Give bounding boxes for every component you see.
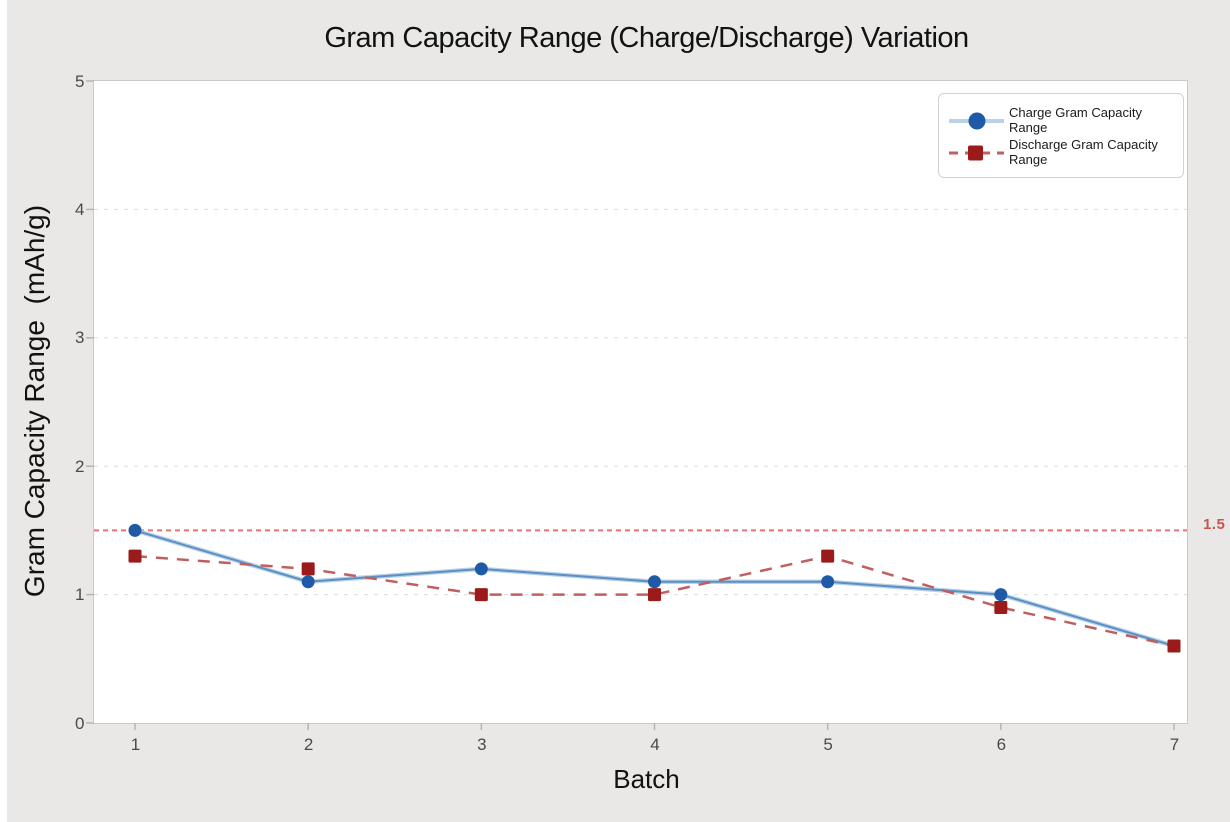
y-tick-label: 4 (75, 199, 85, 219)
x-tick-label: 6 (996, 734, 1007, 754)
screenshot-edge-strip (0, 0, 7, 822)
charge-series-marker-icon (949, 112, 1004, 130)
chart-container: Gram Capacity Range (Charge/Discharge) V… (7, 0, 1230, 822)
y-tick-label: 2 (75, 456, 85, 476)
y-tick-label: 0 (75, 713, 85, 733)
plot-area (86, 80, 1188, 730)
x-tick-label: 5 (823, 734, 833, 754)
legend-item-discharge: Discharge Gram Capacity Range (947, 137, 1173, 167)
legend-label-charge: Charge Gram Capacity Range (1009, 105, 1142, 135)
y-tick-label: 1 (75, 585, 85, 605)
y-tick-label: 5 (75, 71, 85, 91)
y-tick-label: 3 (75, 328, 85, 348)
x-tick-label: 4 (650, 734, 660, 754)
legend-label-discharge: Discharge Gram Capacity Range (1009, 137, 1158, 167)
chart-title: Gram Capacity Range (Charge/Discharge) V… (324, 22, 969, 54)
reference-line-value-label: 1.5 (1203, 516, 1226, 533)
y-axis-title: Gram Capacity Range (mAh/g) (19, 204, 50, 598)
x-tick-label: 1 (130, 734, 141, 754)
x-tick-label: 7 (1169, 734, 1180, 754)
plot-canvas (86, 80, 1187, 730)
legend-item-charge: Charge Gram Capacity Range (947, 105, 1173, 135)
x-tick-label: 2 (303, 734, 314, 754)
x-tick-label: 3 (477, 734, 487, 754)
x-axis-title: Batch (613, 764, 680, 794)
discharge-series-marker-icon (949, 145, 1004, 161)
legend: Charge Gram Capacity Range Discharge Gra… (938, 93, 1184, 179)
